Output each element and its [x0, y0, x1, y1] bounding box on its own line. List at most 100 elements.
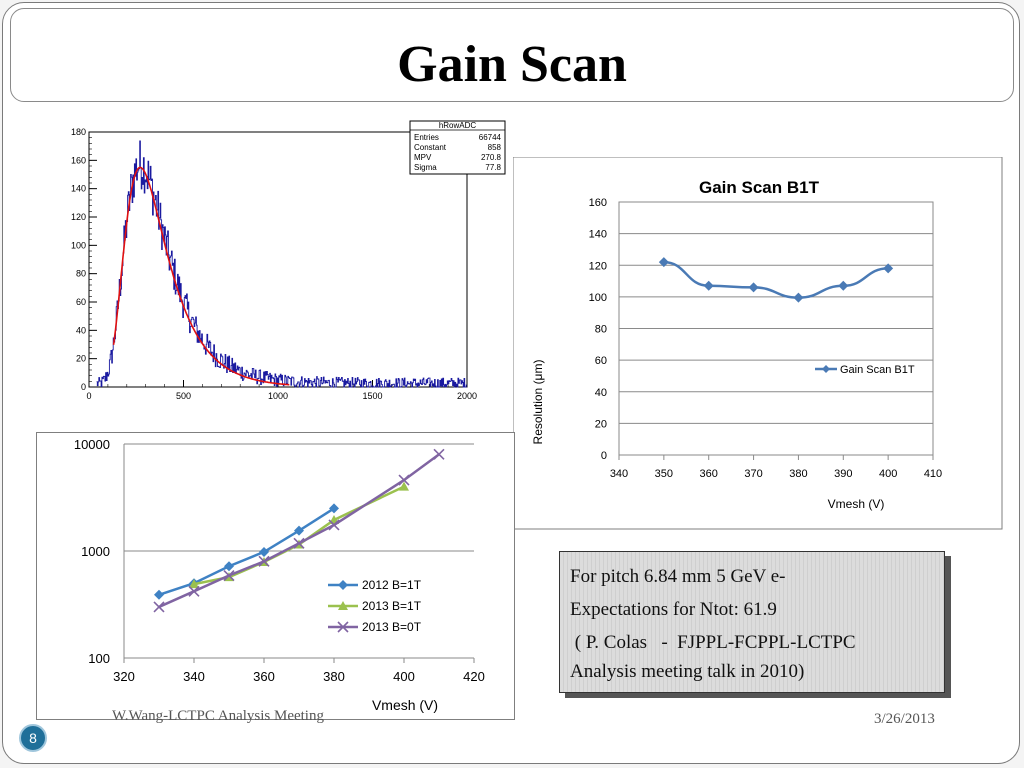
x-tick-label: 410: [924, 468, 942, 480]
data-point-marker: [658, 257, 669, 268]
data-point-marker: [399, 481, 409, 491]
data-point-marker: [223, 569, 235, 582]
stats-label: Constant: [414, 143, 447, 152]
stats-value: 66744: [479, 133, 502, 142]
landau-fit-curve: [112, 166, 290, 386]
legend-label: 2012 B=1T: [362, 578, 422, 592]
data-point-marker: [703, 280, 714, 291]
resolution-chart-border: [513, 157, 1003, 530]
data-point-marker: [748, 282, 759, 293]
note-line: For pitch 6.84 mm 5 GeV e-: [570, 566, 786, 587]
stats-value: 858: [488, 143, 502, 152]
stats-title: hRowADC: [439, 121, 477, 130]
stats-box: hRowADC Entries 66744 Constant 858 MPV 270.8 S…: [409, 120, 506, 175]
x-tick-label: 350: [655, 468, 673, 480]
x-tick-label: 320: [113, 669, 135, 684]
data-point-marker: [189, 579, 199, 589]
x-tick-label: 340: [610, 468, 628, 480]
stats-label: MPV: [414, 153, 432, 162]
stats-value: 270.8: [481, 153, 502, 162]
x-tick-label: 360: [253, 669, 275, 684]
y-tick-label: 160: [71, 155, 86, 165]
y-tick-label: 100: [589, 292, 607, 304]
y-tick-label: 140: [71, 184, 86, 194]
x-tick-label: 0: [86, 391, 91, 401]
x-tick-label: 420: [463, 669, 485, 684]
y-tick-label: 40: [595, 387, 607, 399]
footer-date: 3/26/2013: [874, 711, 935, 727]
y-tick-label: 60: [595, 355, 607, 367]
y-tick-label: 0: [81, 382, 86, 392]
y-tick-label: 180: [71, 127, 86, 137]
x-tick-label: 500: [176, 391, 191, 401]
data-point-marker: [398, 474, 410, 486]
x-tick-label: 400: [393, 669, 415, 684]
resolution-chart-title: Gain Scan B1T: [699, 178, 820, 197]
data-point-marker: [838, 280, 849, 291]
y-tick-label: 0: [601, 450, 607, 462]
x-tick-label: 370: [744, 468, 762, 480]
x-tick-label: 380: [323, 669, 345, 684]
data-point-marker: [224, 561, 234, 572]
data-point-marker: [154, 589, 164, 600]
slide-title: Gain Scan: [397, 36, 627, 93]
data-point-marker: [259, 546, 269, 557]
legend-marker: [337, 621, 349, 633]
data-point-marker: [294, 525, 304, 536]
gain-log-chart: Vmesh (V) 100 1000 10000 320 340 360 380 400 420…: [36, 432, 515, 720]
x-tick-label: 2000: [457, 391, 477, 401]
data-point-marker: [153, 601, 165, 613]
y-tick-label: 120: [71, 212, 86, 222]
data-point-marker: [793, 292, 804, 303]
legend-marker: [338, 580, 348, 590]
series-line: [158, 453, 440, 609]
stats-label: Entries: [414, 133, 439, 142]
stats-label: Sigma: [414, 163, 437, 172]
y-tick-label: 120: [589, 260, 607, 272]
legend-marker: [822, 365, 830, 373]
y-tick-label: 20: [595, 418, 607, 430]
x-tick-label: 1500: [362, 391, 382, 401]
y-tick-label: 1000: [81, 544, 110, 559]
data-point-marker: [328, 519, 340, 531]
y-tick-label: 100: [71, 240, 86, 250]
legend-label: 2013 B=0T: [362, 620, 422, 634]
data-point-marker: [883, 263, 894, 274]
stats-value: 77.8: [485, 163, 501, 172]
data-point-marker: [293, 537, 305, 549]
footer-author: W.Wang-LCTPC Analysis Meeting: [112, 708, 324, 724]
x-tick-label: 360: [700, 468, 718, 480]
y-tick-label: 80: [595, 324, 607, 336]
title-box: Gain Scan: [10, 8, 1014, 102]
y-tick-label: 140: [589, 229, 607, 241]
y-tick-label: 160: [589, 197, 607, 209]
x-tick-label: 1000: [268, 391, 288, 401]
data-point-marker: [188, 585, 200, 597]
y-tick-label: 10000: [74, 437, 110, 452]
x-tick-label: 390: [834, 468, 852, 480]
legend-marker: [338, 601, 348, 610]
y-tick-label: 40: [76, 325, 86, 335]
note-line: ( P. Colas - FJPPL-FCPPL-LCTPC: [570, 632, 856, 653]
adc-histogram-chart: 0 500 1000 1500 2000 0 20 40 60 80 100 120 140 160 180…: [60, 118, 515, 410]
y-tick-label: 80: [76, 269, 86, 279]
legend-label: 2013 B=1T: [362, 599, 422, 613]
series-line: [158, 507, 335, 596]
x-tick-label: 340: [183, 669, 205, 684]
y-tick-label: 60: [76, 297, 86, 307]
resolution-xlabel: Vmesh (V): [828, 497, 885, 511]
histogram-bins: [96, 140, 467, 388]
data-point-marker: [433, 448, 445, 460]
gain-chart-border: [36, 432, 515, 720]
note-line: Expectations for Ntot: 61.9: [570, 599, 777, 620]
page-number-badge: 8: [19, 724, 47, 752]
y-tick-label: 20: [76, 354, 86, 364]
resolution-chart: Gain Scan B1T Resolution (μm) Vmesh (V) …: [513, 157, 1003, 530]
resolution-ylabel: Resolution (μm): [531, 360, 545, 445]
reference-note: For pitch 6.84 mm 5 GeV e- Expectations …: [559, 551, 945, 693]
y-tick-label: 100: [88, 651, 110, 666]
gain-xlabel: Vmesh (V): [372, 697, 438, 713]
note-line: Analysis meeting talk in 2010): [570, 661, 805, 682]
x-tick-label: 380: [789, 468, 807, 480]
data-point-marker: [329, 503, 339, 514]
